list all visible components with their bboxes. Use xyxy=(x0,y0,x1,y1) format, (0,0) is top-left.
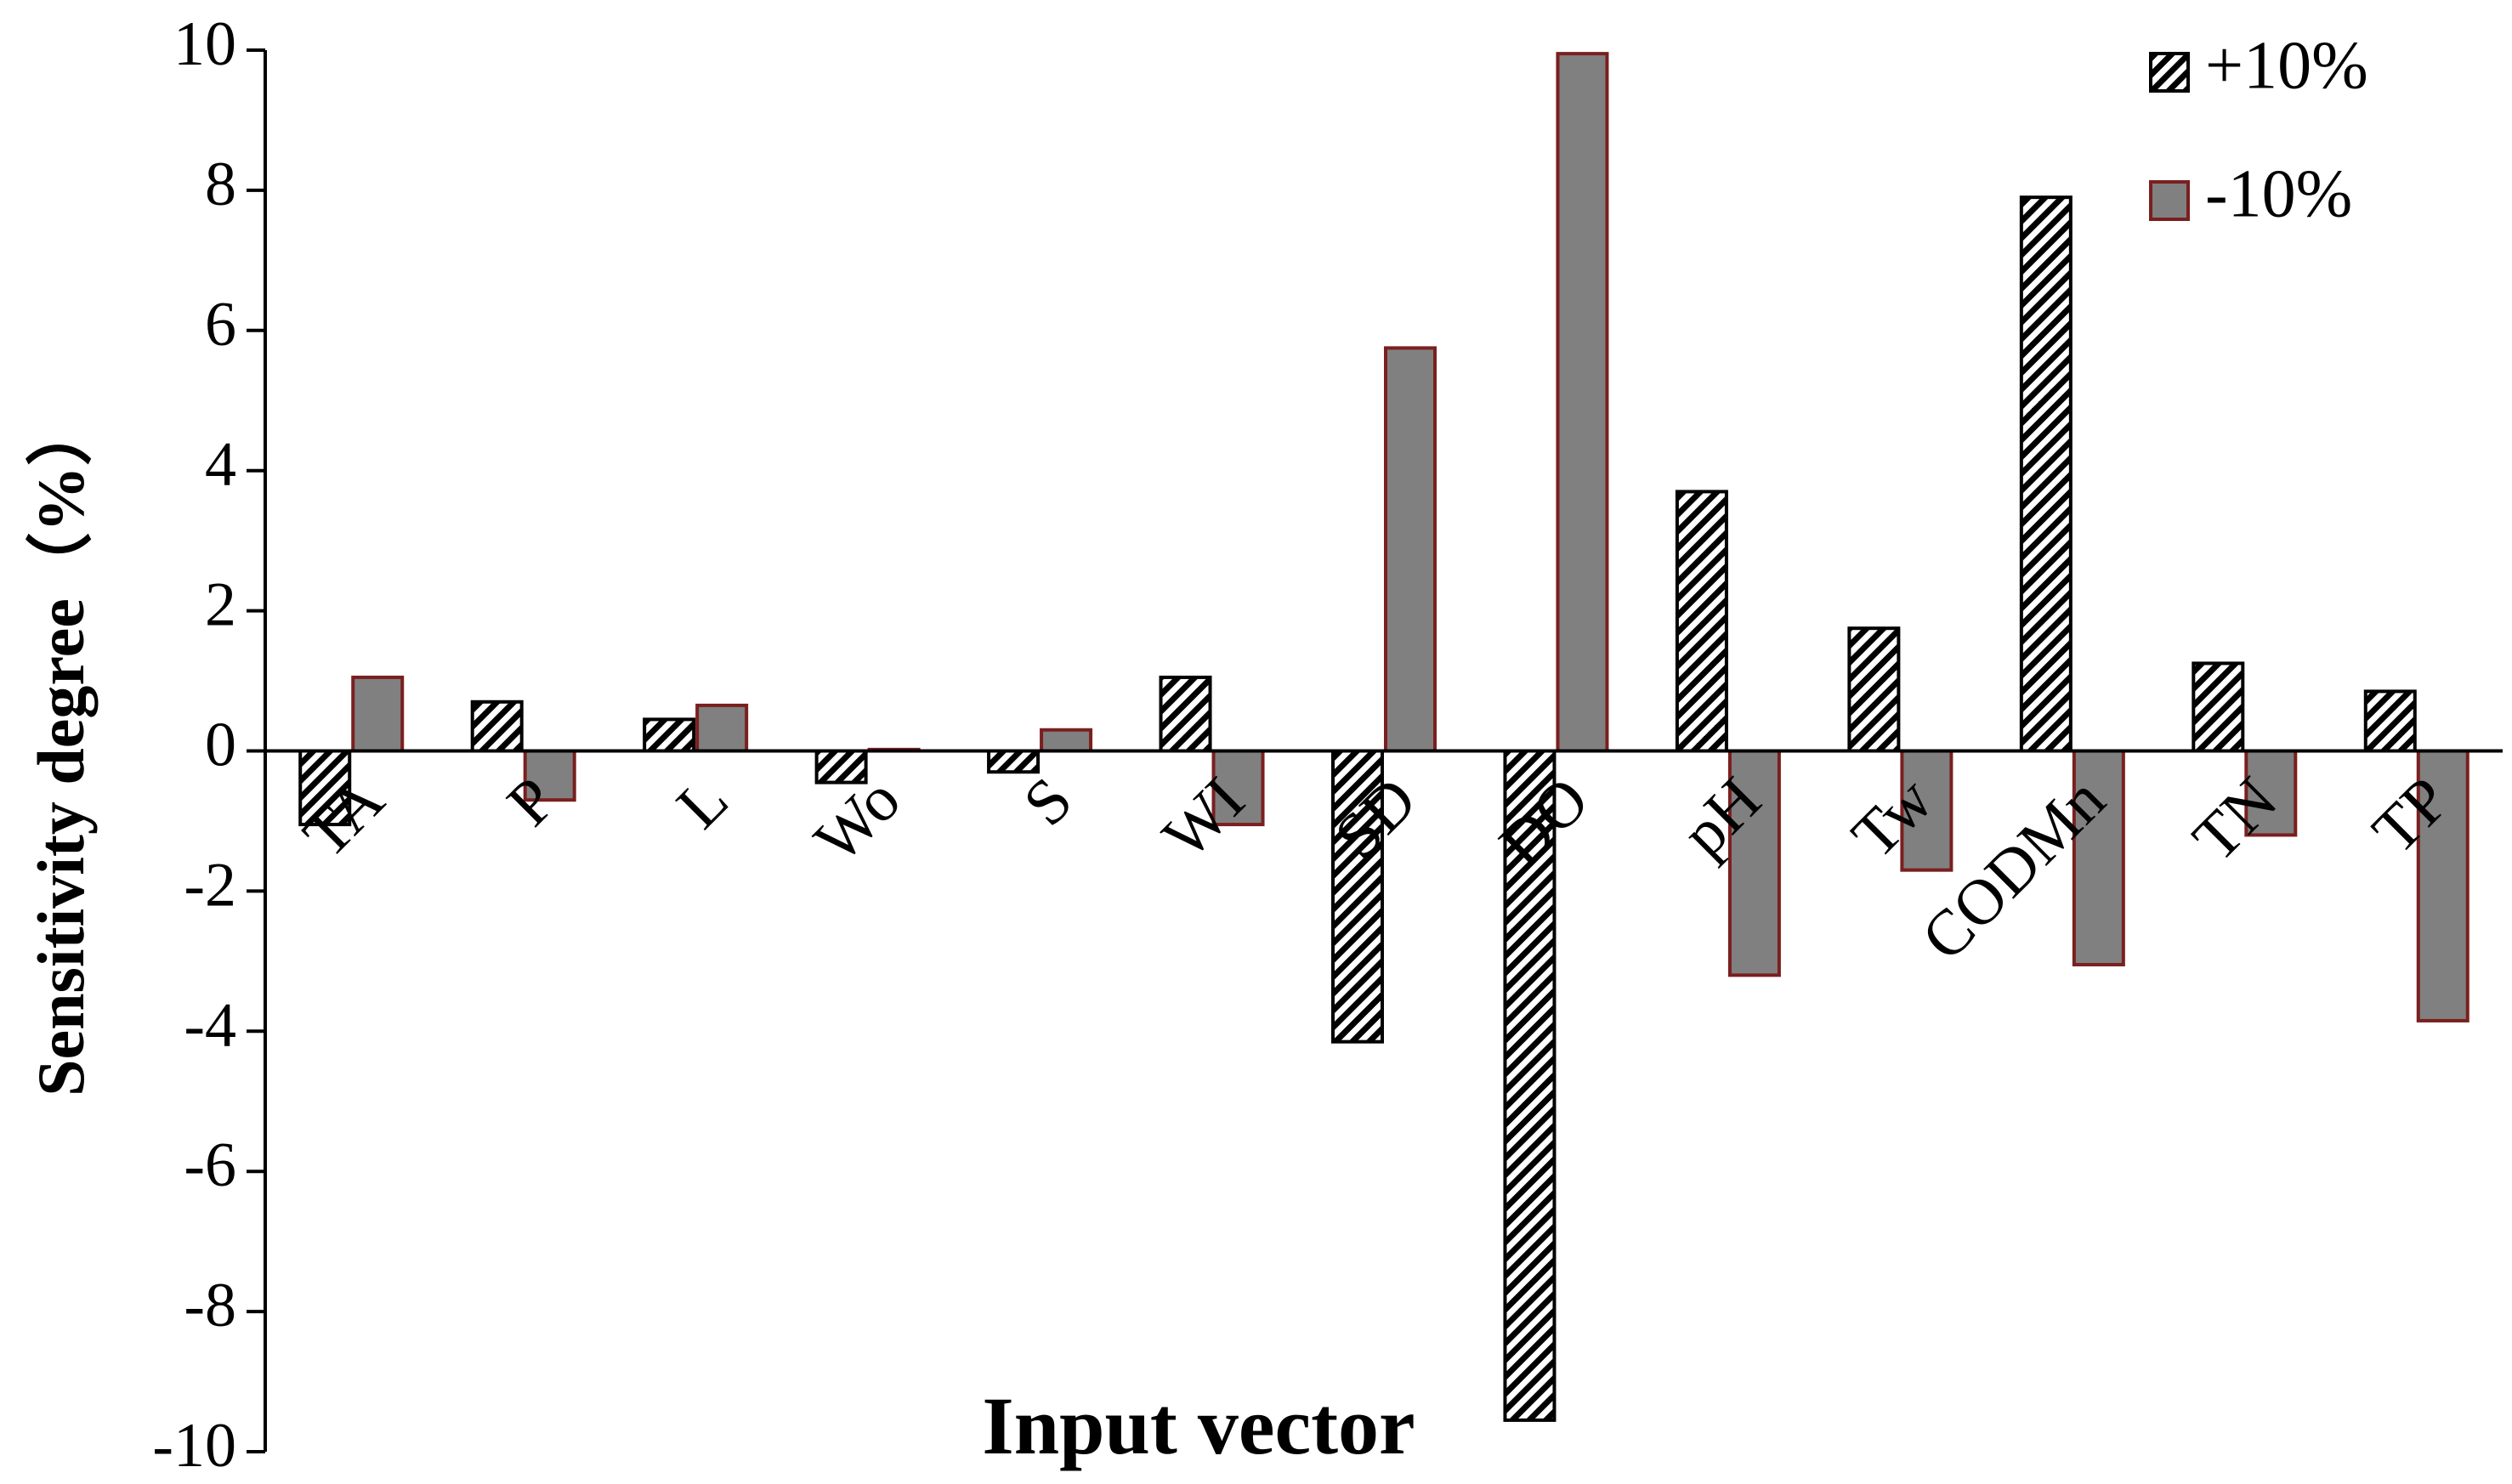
legend-swatch xyxy=(2149,180,2190,221)
bar xyxy=(1847,626,1901,753)
legend-label: -10% xyxy=(2205,156,2352,231)
y-tick-label: 10 xyxy=(173,9,236,79)
bar xyxy=(470,700,524,753)
y-tick-label: 2 xyxy=(205,570,236,640)
bar xyxy=(1331,749,1384,1044)
y-tick-label: -6 xyxy=(184,1130,236,1200)
bar xyxy=(2244,749,2298,837)
x-tick-label: S xyxy=(1010,763,1086,839)
bar xyxy=(1556,52,1609,753)
bar xyxy=(2363,689,2417,753)
y-tick-label: -10 xyxy=(152,1411,236,1481)
x-tick-label: DO xyxy=(1486,763,1602,880)
y-tick-label: -2 xyxy=(184,850,236,920)
y-tick-label: -8 xyxy=(184,1271,236,1340)
bar xyxy=(2019,195,2073,753)
y-tick-label: 0 xyxy=(205,710,236,779)
y-tick-label: 4 xyxy=(205,430,236,500)
x-axis-title: Input vector xyxy=(982,1380,1415,1471)
legend-label: +10% xyxy=(2205,28,2368,103)
bar xyxy=(2416,749,2469,1022)
bar xyxy=(1727,749,1781,977)
bar xyxy=(1159,675,1212,753)
bar xyxy=(1675,490,1728,753)
y-tick-label: -4 xyxy=(184,990,236,1060)
y-axis-title: Sensitivity degree（%） xyxy=(24,399,98,1096)
bar xyxy=(695,703,749,753)
bar xyxy=(1503,749,1557,1422)
legend-swatch xyxy=(2149,52,2190,93)
y-tick-label: 8 xyxy=(205,150,236,219)
bar xyxy=(351,675,405,753)
x-tick-label: L xyxy=(663,763,741,841)
bar xyxy=(2192,661,2245,753)
bar xyxy=(298,749,352,827)
bar xyxy=(1040,728,1093,753)
y-tick-label: 6 xyxy=(205,290,236,360)
bar xyxy=(1384,346,1437,753)
bar xyxy=(643,717,696,753)
